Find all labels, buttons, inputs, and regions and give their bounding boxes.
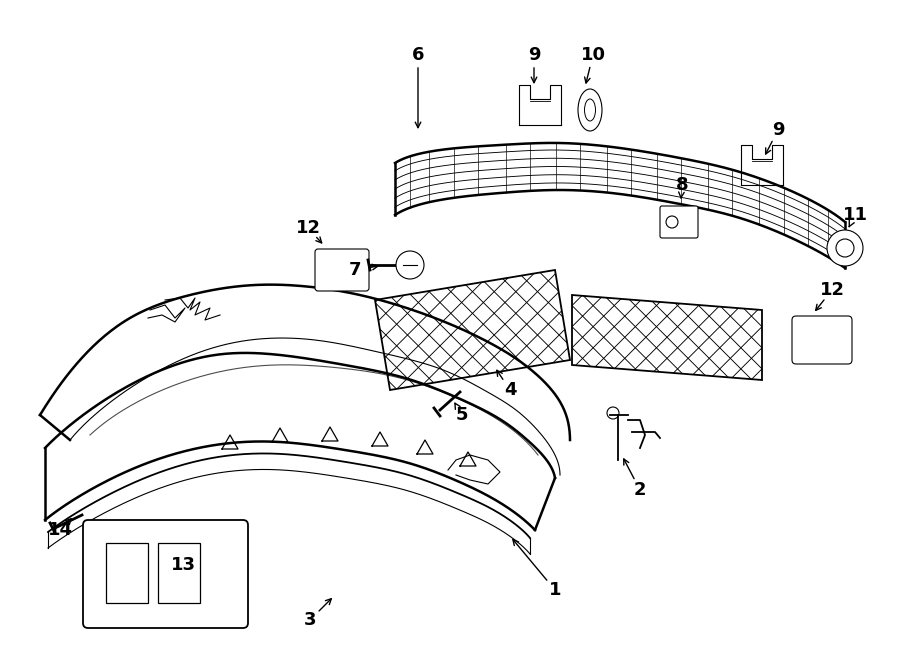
Text: 6: 6 — [412, 46, 424, 64]
Text: 4: 4 — [504, 381, 517, 399]
Polygon shape — [375, 270, 570, 390]
Text: 7: 7 — [349, 261, 361, 279]
Circle shape — [666, 216, 678, 228]
Text: 12: 12 — [295, 219, 320, 237]
FancyBboxPatch shape — [792, 316, 852, 364]
Circle shape — [396, 251, 424, 279]
Text: 9: 9 — [772, 121, 784, 139]
Bar — [158, 543, 200, 603]
Text: 12: 12 — [820, 281, 844, 299]
Text: 10: 10 — [580, 46, 606, 64]
Circle shape — [836, 239, 854, 257]
FancyBboxPatch shape — [660, 206, 698, 238]
FancyBboxPatch shape — [315, 249, 369, 291]
Text: 1: 1 — [549, 581, 562, 599]
Text: 2: 2 — [634, 481, 646, 499]
Bar — [106, 543, 148, 603]
Ellipse shape — [578, 89, 602, 131]
Text: 8: 8 — [676, 176, 688, 194]
Text: 14: 14 — [48, 521, 73, 539]
FancyBboxPatch shape — [83, 520, 248, 628]
Text: 3: 3 — [304, 611, 316, 629]
Text: 13: 13 — [170, 556, 195, 574]
Circle shape — [827, 230, 863, 266]
Text: 9: 9 — [527, 46, 540, 64]
Text: 11: 11 — [842, 206, 868, 224]
Polygon shape — [572, 295, 762, 380]
Text: 5: 5 — [455, 406, 468, 424]
